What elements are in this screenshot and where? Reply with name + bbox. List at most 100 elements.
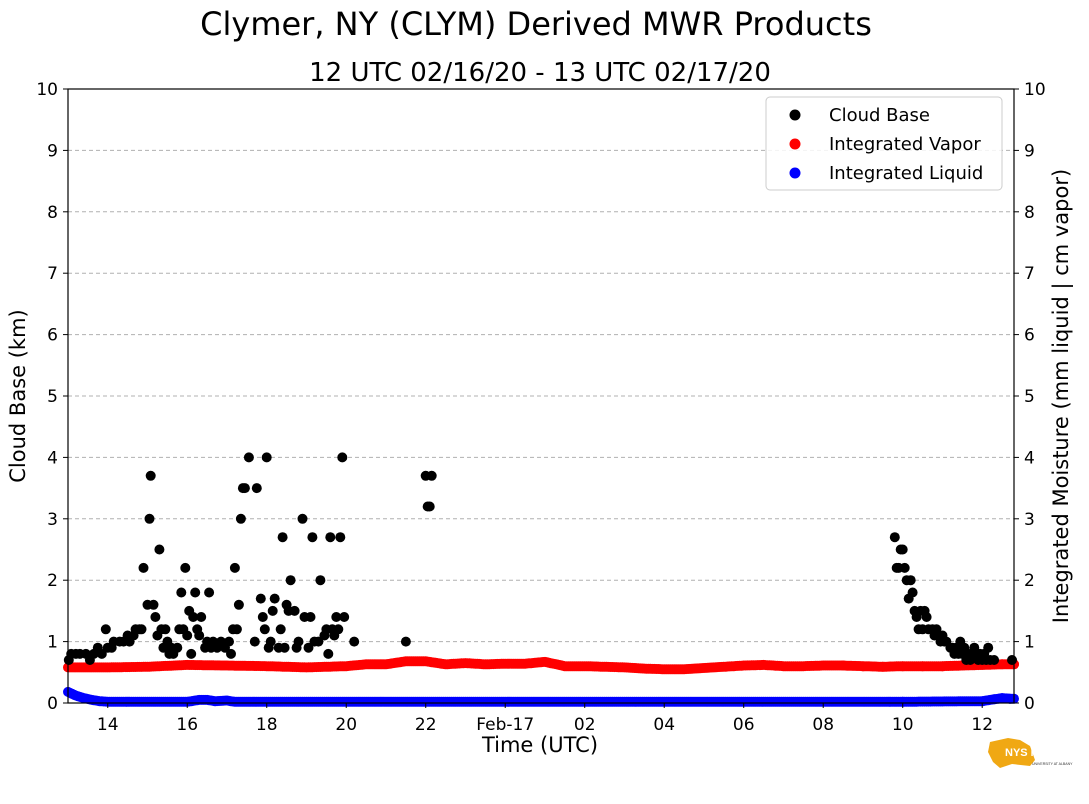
- series-cloud-base: [63, 452, 1017, 665]
- cloud-base-point: [267, 605, 278, 616]
- y-tick-label-right: 2: [1024, 571, 1035, 591]
- cloud-base-point: [337, 452, 348, 463]
- x-axis: 14 16 18 20 22 Feb-17 02 04 06 08 10 12: [97, 703, 993, 735]
- ny-state-shape-icon: [988, 738, 1035, 768]
- cloud-base-point: [150, 612, 161, 622]
- x-tick-label: 10: [892, 715, 914, 735]
- y-tick-label-left: 5: [47, 387, 58, 407]
- y-tick-label-left: 0: [47, 694, 58, 714]
- x-tick-label: 04: [653, 715, 675, 735]
- y-tick-label-left: 8: [47, 203, 58, 223]
- cloud-base-point: [204, 587, 215, 598]
- cloud-base-point: [243, 452, 254, 463]
- cloud-base-point: [907, 587, 918, 598]
- y-tick-label-right: 8: [1024, 203, 1035, 223]
- x-tick-label: 06: [733, 715, 755, 735]
- y-axis-left: 0 1 2 3 4 5 6 7 8 9 10: [36, 80, 68, 714]
- y-tick-label-right: 10: [1024, 80, 1046, 100]
- cloud-base-point: [186, 648, 197, 659]
- y-tick-label-right: 9: [1024, 141, 1035, 161]
- legend-label-integrated-vapor: Integrated Vapor: [829, 134, 981, 155]
- cloud-base-point: [233, 599, 244, 610]
- legend-marker-cloud-base: [789, 109, 801, 121]
- x-tick-label: 22: [415, 715, 437, 735]
- cloud-base-point: [905, 575, 916, 586]
- cloud-base-point: [259, 624, 270, 635]
- cloud-base-point: [293, 636, 304, 647]
- x-tick-label: Feb-17: [476, 715, 534, 735]
- logo-subtext: UNIVERSITY AT ALBANY: [1032, 762, 1073, 766]
- cloud-base-point: [145, 470, 156, 481]
- y-axis-label-right: Integrated Moisture (mm liquid | cm vapo…: [1049, 169, 1074, 623]
- cloud-base-point: [154, 544, 165, 555]
- cloud-base-point: [239, 483, 250, 494]
- cloud-base-point: [297, 513, 308, 524]
- legend-box: [765, 96, 1003, 191]
- cloud-base-point: [269, 593, 280, 604]
- cloud-base-point: [305, 612, 316, 622]
- x-tick-label: 20: [335, 715, 357, 735]
- y-tick-label-right: 3: [1024, 510, 1035, 530]
- cloud-base-point: [275, 624, 286, 635]
- cloud-base-point: [323, 648, 334, 659]
- series-integrated-liquid: [63, 686, 1019, 707]
- cloud-base-point: [257, 612, 268, 622]
- legend-marker-integrated-liquid: [789, 167, 801, 179]
- cloud-base-point: [333, 624, 344, 635]
- series-integrated-vapor: [63, 656, 1019, 675]
- x-tick-label: 18: [256, 715, 278, 735]
- logo-text: NYS Mesonet: [1005, 747, 1076, 759]
- cloud-base-point: [226, 648, 236, 659]
- cloud-base-point: [261, 452, 272, 463]
- cloud-base-point: [144, 513, 155, 524]
- y-tick-label-left: 10: [36, 80, 58, 100]
- y-tick-label-left: 3: [47, 510, 58, 530]
- cloud-base-point: [899, 562, 910, 573]
- y-tick-label-left: 2: [47, 571, 58, 591]
- cloud-base-point: [897, 544, 908, 555]
- legend-marker-integrated-vapor: [789, 138, 801, 150]
- cloud-base-point: [194, 630, 205, 641]
- cloud-base-point: [190, 587, 201, 598]
- y-tick-label-left: 6: [47, 326, 58, 346]
- nys-mesonet-logo: NYS Mesonet UNIVERSITY AT ALBANY: [988, 738, 1076, 768]
- y-tick-label-right: 1: [1024, 633, 1035, 653]
- cloud-base-point: [325, 532, 336, 543]
- cloud-base-point: [285, 575, 296, 586]
- y-tick-label-right: 4: [1024, 448, 1035, 468]
- chart-title: Clymer, NY (CLYM) Derived MWR Products: [200, 5, 872, 43]
- cloud-base-point: [148, 599, 159, 610]
- y-axis-right: 0 1 2 3 4 5 6 7 8 9 10: [1014, 80, 1046, 714]
- y-tick-label-left: 9: [47, 141, 58, 161]
- cloud-base-point: [235, 513, 246, 524]
- cloud-base-point: [277, 532, 288, 543]
- cloud-base-point: [182, 630, 193, 641]
- x-tick-label: 14: [97, 715, 119, 735]
- y-tick-label-right: 5: [1024, 387, 1035, 407]
- y-tick-label-left: 4: [47, 448, 58, 468]
- cloud-base-point: [100, 624, 111, 635]
- cloud-base-point: [331, 612, 342, 622]
- y-tick-label-right: 6: [1024, 326, 1035, 346]
- cloud-base-point: [249, 636, 260, 647]
- cloud-base-point: [339, 612, 350, 622]
- cloud-base-point: [424, 501, 435, 512]
- cloud-base-point: [307, 532, 318, 543]
- cloud-base-point: [172, 642, 183, 653]
- cloud-base-point: [160, 624, 171, 635]
- y-tick-label-left: 7: [47, 264, 58, 284]
- cloud-base-point: [188, 612, 199, 622]
- cloud-base-point: [889, 532, 900, 543]
- cloud-base-point: [255, 593, 266, 604]
- cloud-base-point: [96, 648, 107, 659]
- cloud-base-point: [335, 532, 346, 543]
- cloud-base-point: [313, 636, 324, 647]
- x-axis-label: Time (UTC): [481, 733, 598, 757]
- cloud-base-point: [349, 636, 360, 647]
- cloud-base-point: [180, 562, 191, 573]
- x-tick-label: 08: [812, 715, 834, 735]
- cloud-base-point: [289, 605, 300, 616]
- cloud-base-point: [921, 612, 932, 622]
- chart-subtitle: 12 UTC 02/16/20 - 13 UTC 02/17/20: [309, 58, 771, 88]
